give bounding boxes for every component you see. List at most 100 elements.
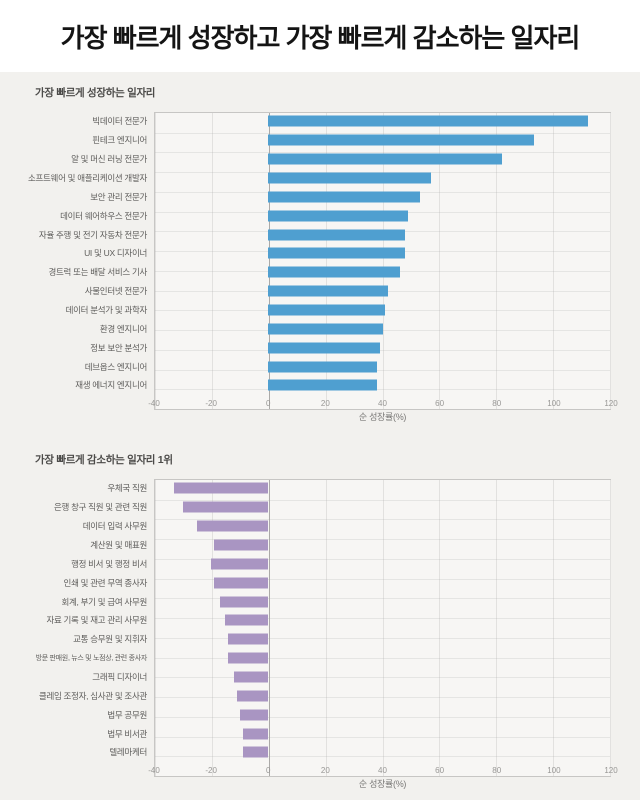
bar-label: 클레임 조정자, 심사관 및 조사관	[38, 690, 147, 701]
row-gridline	[155, 736, 610, 738]
bar-label: 법무 비서관	[107, 728, 147, 739]
bar-label: 행정 비서 및 행정 비서	[71, 558, 147, 569]
bar-row: UI 및 UX 디자이너	[0, 244, 640, 263]
bar-row: 데브옵스 엔지니어	[0, 357, 640, 376]
bar-track	[154, 338, 611, 357]
bar-row: 방문 판매원, 뉴스 및 노점상, 관련 종사자	[0, 649, 640, 668]
row-gridline	[155, 578, 610, 580]
bar-track	[154, 357, 611, 376]
bar-track	[154, 724, 611, 743]
gridline	[382, 480, 384, 776]
bar-track	[154, 630, 611, 649]
bar-label: 핀테크 엔지니어	[92, 135, 147, 146]
bar-track	[154, 592, 611, 611]
bar-row: 계산원 및 매표원	[0, 536, 640, 555]
bar-label: 인쇄 및 관련 무역 종사자	[63, 577, 148, 588]
x-axis-title-growing: 순 성장률(%)	[358, 412, 407, 422]
bar-label: 보안 관리 전문가	[90, 191, 147, 202]
bar-track	[154, 131, 611, 150]
bar	[268, 247, 406, 259]
row-gridline	[155, 519, 610, 521]
bar-row: 교통 승무원 및 지휘자	[0, 630, 640, 649]
row-gridline	[155, 389, 610, 391]
bar-track	[154, 686, 611, 705]
bar-label: 데이터 입력 사무원	[82, 521, 148, 532]
row-gridline	[155, 657, 610, 659]
bar-row: 데이터 웨어하우스 전문가	[0, 206, 640, 225]
x-tick-label: 40	[378, 766, 387, 775]
bar	[268, 379, 377, 391]
title-bar: 가장 빠르게 성장하고 가장 빠르게 감소하는 일자리	[0, 0, 640, 72]
x-tick-label: 80	[492, 399, 502, 408]
bar-track	[154, 169, 611, 188]
bar-label: 재생 에너지 엔지니어	[75, 380, 147, 391]
gridline	[496, 113, 498, 409]
bar-row: 회계, 부기 및 급여 사무원	[0, 592, 640, 611]
bar-row: 보안 관리 전문가	[0, 187, 640, 206]
bar-row: 사물인터넷 전문가	[0, 282, 640, 301]
bar-label: 방문 판매원, 뉴스 및 노점상, 관련 종사자	[35, 655, 148, 663]
gridline	[155, 113, 156, 409]
bar-label: 소프트웨어 및 애플리케이션 개발자	[28, 173, 147, 183]
bar-label: 자료 기록 및 재고 관리 사무원	[46, 615, 147, 626]
row-gridline	[155, 618, 610, 620]
bar-row: 알 및 머신 러닝 전문가	[0, 150, 640, 169]
declining-chart-title: 가장 빠르게 감소하는 일자리 1위	[35, 454, 173, 466]
bar	[242, 728, 269, 740]
bar-rows: 우체국 직원 은행 창구 직원 및 관련 직원 데이터 입력 사무원 계산원 및 매표…	[0, 479, 640, 762]
bar-track	[154, 319, 611, 338]
row-gridline	[155, 637, 610, 639]
bar-label: 알 및 머신 러닝 전문가	[71, 154, 147, 165]
row-gridline	[155, 369, 610, 371]
bar-track	[154, 206, 611, 225]
bar-track	[154, 479, 611, 498]
x-tick-label: 60	[435, 399, 445, 408]
bar	[228, 652, 269, 664]
bar	[268, 134, 534, 146]
bar-track	[154, 554, 611, 573]
x-tick-label: 40	[378, 399, 387, 408]
bar	[182, 501, 269, 513]
growing-chart-title: 가장 빠르게 성장하는 일자리	[35, 87, 156, 99]
gridline	[439, 480, 441, 776]
bar	[268, 191, 420, 203]
bar-label: 그래픽 디자이너	[92, 672, 147, 683]
row-gridline	[155, 598, 610, 600]
bar-row: 자료 기록 및 재고 관리 사무원	[0, 611, 640, 630]
bar-row: 데이터 입력 사무원	[0, 517, 640, 536]
gridline	[610, 113, 611, 409]
row-gridline	[155, 152, 610, 154]
row-gridline	[155, 539, 610, 541]
row-gridline	[155, 499, 610, 501]
bar-label: 회계, 부기 및 급여 사무원	[61, 596, 147, 607]
x-tick-label: 100	[547, 766, 561, 775]
bar-row: 우체국 직원	[0, 479, 640, 498]
bar	[233, 671, 269, 683]
row-gridline	[155, 558, 610, 560]
bar-track	[154, 376, 611, 395]
x-tick-label: 120	[604, 399, 618, 408]
x-tick-label: -40	[148, 399, 160, 408]
x-tick-label: -20	[205, 399, 217, 408]
bar-row: 텔레마케터	[0, 743, 640, 762]
row-gridline	[155, 716, 610, 718]
bar-track	[154, 263, 611, 282]
bar-track	[154, 743, 611, 762]
bar	[173, 482, 269, 494]
bar-row: 행정 비서 및 행정 비서	[0, 554, 640, 573]
bar-row: 클레임 조정자, 심사관 및 조사관	[0, 686, 640, 705]
row-gridline	[155, 756, 610, 758]
x-tick-label: -40	[148, 766, 160, 775]
bar	[268, 304, 386, 316]
bar-track	[154, 282, 611, 301]
gridline	[439, 113, 441, 409]
bar-track	[154, 611, 611, 630]
bar-track	[154, 705, 611, 724]
bar	[213, 539, 269, 551]
bar-row: 경트럭 또는 배달 서비스 기사	[0, 263, 640, 282]
bar-row: 정보 보안 분석가	[0, 338, 640, 357]
bar-label: 빅데이터 전문가	[92, 116, 147, 127]
x-tick-label: 60	[435, 766, 445, 775]
